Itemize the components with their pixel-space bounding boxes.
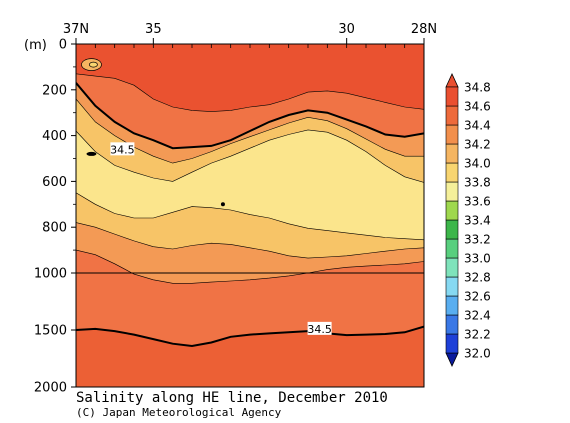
colorbar-label: 32.8 — [464, 271, 491, 285]
colorbar-swatch — [445, 257, 459, 278]
chart-credit: (C) Japan Meteorological Agency — [76, 406, 282, 419]
contour-label-bg — [110, 142, 135, 156]
x-tick-label: 28N — [411, 22, 437, 37]
colorbar-label: 32.0 — [464, 347, 491, 361]
x-axis: 37N 35 30 28N — [63, 22, 437, 48]
colorbar-label: 33.2 — [464, 233, 491, 247]
colorbar-arrow-top — [445, 73, 459, 88]
colorbar-swatch — [445, 143, 459, 164]
colorbar-label: 33.8 — [464, 176, 491, 190]
colorbar-label: 33.6 — [464, 195, 491, 209]
colorbar-swatch — [445, 295, 459, 316]
colorbar-label: 32.6 — [464, 290, 491, 304]
colorbar: 32.0 32.2 32.4 32.6 32.8 33.0 33.2 33.4 33.6 33.8… — [445, 73, 491, 367]
colorbar-swatch — [445, 105, 459, 126]
colorbar-label: 34.2 — [464, 138, 491, 152]
colorbar-swatch — [445, 238, 459, 259]
y-tick-label: 200 — [42, 83, 67, 98]
contour-labels: 34.5 34.5 — [110, 142, 332, 336]
y-tick-label: 2000 — [34, 381, 67, 396]
contour-label: 34.5 — [307, 323, 332, 336]
y-tick-label: 1000 — [34, 267, 67, 282]
colorbar-swatch — [445, 276, 459, 297]
colorbar-label: 34.8 — [464, 81, 491, 95]
colorbar-swatch — [445, 219, 459, 240]
x-tick-label: 35 — [145, 22, 162, 37]
contour-line — [76, 249, 424, 284]
x-tick-label: 37N — [63, 22, 89, 37]
y-axis-label: (m) — [24, 38, 47, 53]
contour-line — [76, 129, 424, 183]
colorbar-swatch — [445, 333, 459, 354]
contour-line — [76, 73, 424, 112]
colorbar-label: 33.0 — [464, 252, 491, 266]
colorbar-label: 32.4 — [464, 309, 491, 323]
colorbar-swatch — [445, 124, 459, 145]
colorbar-swatch — [445, 181, 459, 202]
salinity-contours — [76, 58, 424, 348]
contour-eddy — [89, 61, 98, 68]
x-tick-label: 30 — [338, 22, 355, 37]
colorbar-label: 32.2 — [464, 328, 491, 342]
y-tick-label: 400 — [42, 129, 67, 144]
y-tick-label: 600 — [42, 175, 67, 190]
salinity-band — [76, 326, 424, 387]
contour-label-bg — [307, 321, 332, 335]
contour-34-5 — [76, 82, 424, 150]
contour-eddy — [220, 202, 225, 207]
y-tick-label: 1500 — [34, 324, 67, 339]
contour-34-5 — [76, 325, 424, 348]
contour-line — [76, 222, 424, 259]
y-tick-label: 800 — [42, 221, 67, 236]
y-axis: 0 200 400 600 800 1000 1500 2000 — [34, 38, 76, 396]
colorbar-label: 34.4 — [464, 119, 491, 133]
colorbar-label: 33.4 — [464, 214, 491, 228]
chart-title: Salinity along HE line, December 2010 — [76, 390, 388, 406]
colorbar-label: 34.0 — [464, 157, 491, 171]
colorbar-label: 34.6 — [464, 100, 491, 114]
colorbar-swatch — [445, 314, 459, 335]
y-tick-label: 0 — [59, 38, 67, 53]
colorbar-arrow-bottom — [445, 352, 459, 367]
colorbar-swatch — [445, 86, 459, 107]
contour-eddy — [86, 151, 97, 156]
colorbar-swatch — [445, 162, 459, 183]
colorbar-swatch — [445, 200, 459, 221]
contour-line — [76, 192, 424, 241]
contour-label: 34.5 — [110, 143, 135, 156]
